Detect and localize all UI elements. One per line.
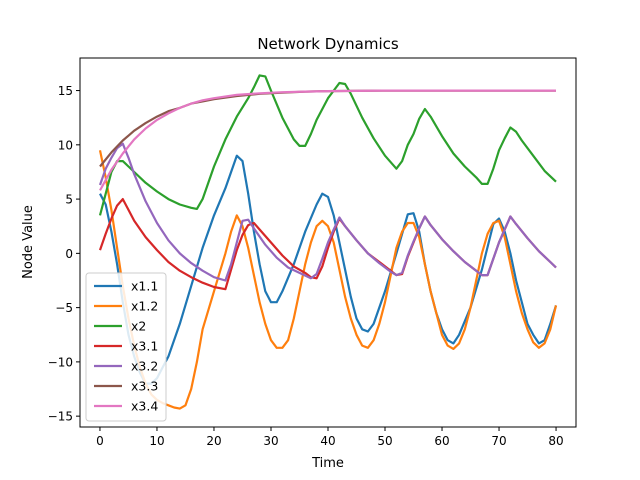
x-tick-label: 50	[377, 434, 392, 448]
y-tick-label: −5	[55, 301, 73, 315]
series-line-x3-4	[99, 89, 556, 191]
legend: x1.1 x1.2 x2 x3.1 x3.2 x3.3 x3.4	[85, 272, 167, 422]
legend-label: x1.2	[131, 299, 158, 314]
legend-label: x3.4	[131, 399, 158, 414]
series-line-x1-1	[99, 154, 558, 385]
legend-label: x3.1	[131, 339, 158, 354]
y-tick-label: 5	[65, 193, 73, 207]
x-tick-label: 60	[434, 434, 449, 448]
y-tick-label: 15	[58, 84, 73, 98]
legend-box	[85, 272, 167, 422]
x-tick-label: 10	[149, 434, 164, 448]
series-line-x3-3	[99, 89, 556, 168]
x-tick-label: 80	[548, 434, 563, 448]
legend-label: x1.1	[131, 279, 158, 294]
plot-lines	[98, 74, 558, 410]
series-line-x1-2	[98, 150, 558, 410]
x-tick-label: 30	[263, 434, 278, 448]
y-ticks: −15 −10 −5 0 5 10 15	[48, 84, 80, 424]
x-axis-label: Time	[311, 456, 344, 471]
x-tick-label: 40	[320, 434, 335, 448]
series-line-x3-2	[98, 142, 557, 282]
x-ticks: 0 10 20 30 40 50 60 70 80	[96, 427, 564, 448]
legend-label: x3.3	[131, 379, 158, 394]
x-tick-label: 20	[206, 434, 221, 448]
x-tick-label: 0	[96, 434, 104, 448]
y-tick-label: 10	[58, 138, 73, 152]
y-tick-label: −10	[48, 355, 73, 369]
chart-title: Network Dynamics	[257, 35, 399, 53]
y-tick-label: 0	[65, 247, 73, 261]
x-tick-label: 70	[491, 434, 506, 448]
legend-label: x3.2	[131, 359, 158, 374]
y-axis-label: Node Value	[21, 205, 36, 279]
series-line-x2	[98, 74, 557, 216]
y-tick-label: −15	[48, 410, 73, 424]
legend-label: x2	[131, 319, 146, 334]
